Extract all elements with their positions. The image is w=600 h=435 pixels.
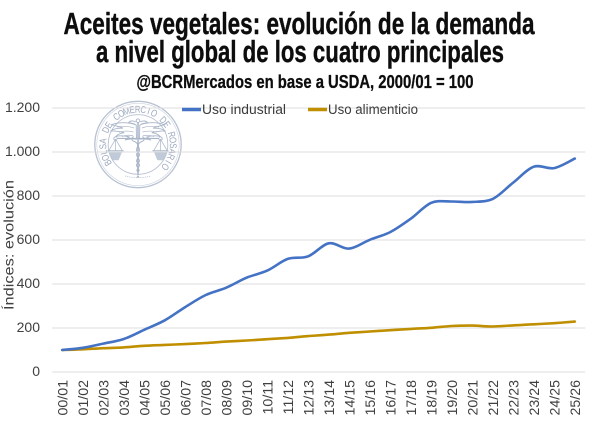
svg-text:Uso industrial: Uso industrial [202,102,286,117]
svg-text:600: 600 [17,231,41,247]
svg-text:O: O [99,153,112,163]
svg-text:09/10: 09/10 [240,380,256,416]
svg-text:E: E [103,120,115,131]
svg-text:1.200: 1.200 [5,99,40,115]
svg-text:05/06: 05/06 [158,380,174,416]
svg-text:D: D [157,114,169,126]
svg-text:12/13: 12/13 [301,380,317,416]
svg-text:800: 800 [17,187,41,203]
svg-text:O: O [116,107,127,120]
svg-text:19/20: 19/20 [445,380,461,416]
svg-text:S: S [97,144,108,150]
svg-text:04/05: 04/05 [137,380,153,416]
svg-text:16/17: 16/17 [383,380,399,416]
svg-text:400: 400 [17,275,41,291]
svg-text:200: 200 [17,319,41,335]
svg-text:25/26: 25/26 [568,380,584,416]
svg-text:14/15: 14/15 [342,380,358,416]
svg-text:23/24: 23/24 [527,380,543,416]
svg-text:11/12: 11/12 [281,380,297,415]
svg-text:R: R [135,104,141,115]
svg-text:C: C [140,104,148,116]
svg-text:Uso alimenticio: Uso alimenticio [328,102,418,117]
svg-text:07/08: 07/08 [199,380,215,416]
svg-text:O: O [159,161,171,173]
svg-text:10/11: 10/11 [260,380,276,415]
svg-text:1.000: 1.000 [5,143,40,159]
svg-text:03/04: 03/04 [117,380,133,416]
svg-text:E: E [161,119,173,130]
svg-text:06/07: 06/07 [178,380,194,416]
svg-text:24/25: 24/25 [547,380,563,416]
svg-text:13/14: 13/14 [322,380,338,416]
svg-text:0: 0 [32,363,40,379]
svg-text:I: I [146,105,151,116]
svg-text:21/22: 21/22 [486,380,502,416]
svg-text:01/02: 01/02 [76,380,92,416]
svg-text:M: M [122,105,132,118]
svg-text:S: S [168,143,179,149]
svg-text:O: O [149,107,160,120]
svg-text:22/23: 22/23 [506,380,522,416]
svg-text:Índices: evolución: Índices: evolución [1,180,17,310]
svg-text:B: B [102,158,114,168]
svg-text:E: E [128,104,135,116]
svg-text:R: R [165,152,177,161]
svg-text:@BCRMercados en base a USDA, 2: @BCRMercados en base a USDA, 2000/01 = 1… [137,72,474,92]
svg-text:R: R [166,130,178,139]
svg-text:18/19: 18/19 [424,380,440,416]
svg-text:C: C [111,110,123,123]
svg-text:Aceites vegetales: evolución d: Aceites vegetales: evolución de la deman… [64,6,536,41]
svg-text:02/03: 02/03 [96,380,112,416]
svg-text:20/21: 20/21 [465,380,481,416]
svg-text:I: I [163,158,174,165]
svg-text:15/16: 15/16 [363,380,379,416]
svg-text:00/01: 00/01 [55,380,71,416]
svg-text:17/18: 17/18 [404,380,420,416]
svg-text:08/09: 08/09 [219,380,235,416]
svg-text:a nivel global de los cuatro p: a nivel global de los cuatro principales [96,34,504,69]
svg-text:D: D [100,125,112,135]
svg-text:A: A [97,138,109,144]
svg-text:O: O [167,136,179,144]
